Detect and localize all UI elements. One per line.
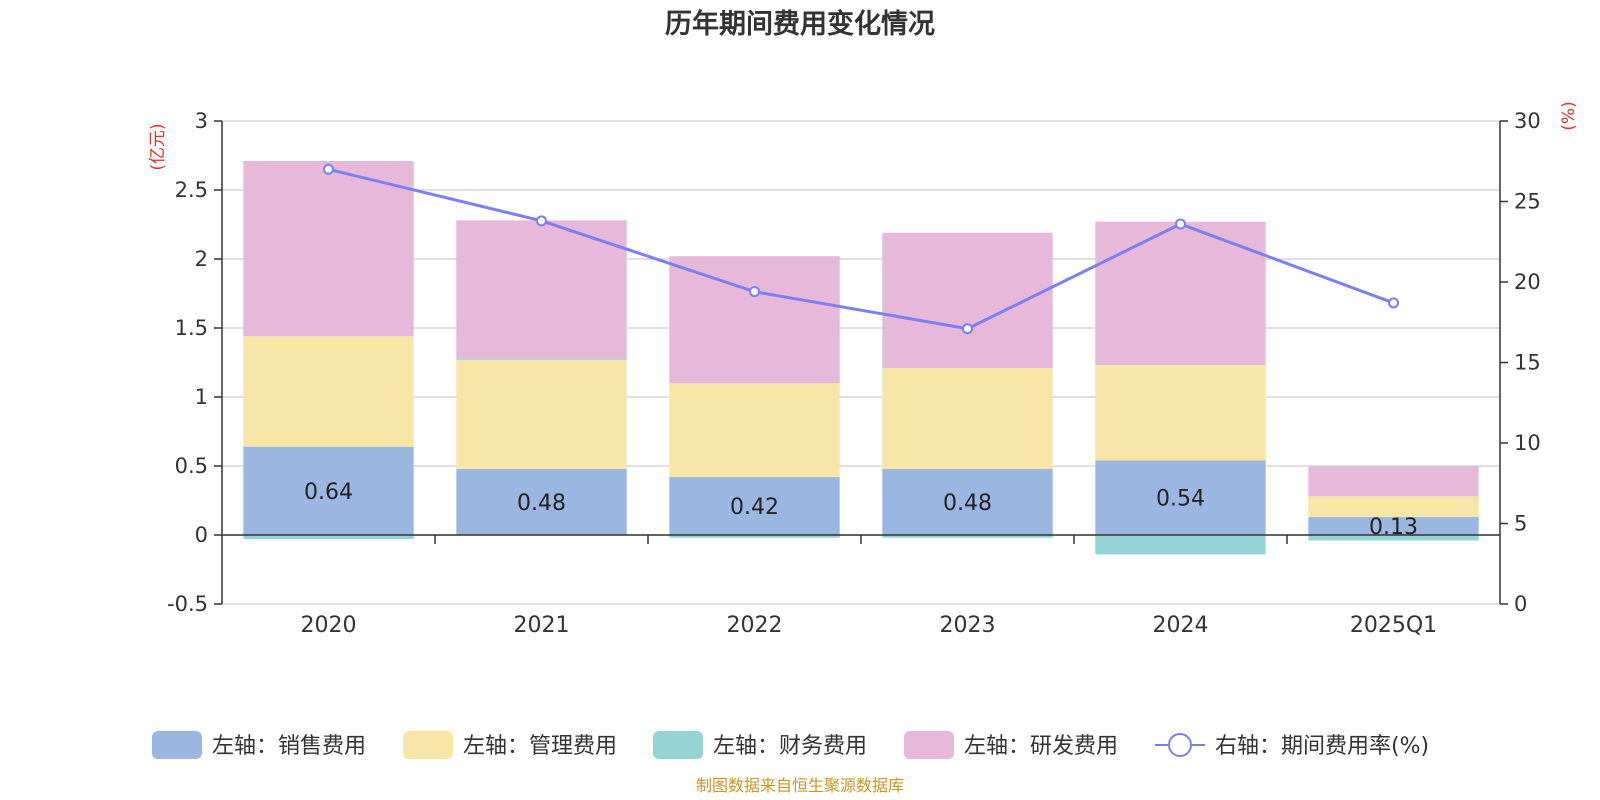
data-label: 0.64 xyxy=(304,480,353,505)
right-axis-tick-label: 20 xyxy=(1514,270,1541,294)
x-axis-tick-label: 2024 xyxy=(1153,613,1209,638)
bar-segment xyxy=(882,468,1053,535)
bar-segment xyxy=(456,358,627,360)
right-axis-tick-label: 0 xyxy=(1514,592,1527,616)
x-axis-tick-label: 2023 xyxy=(940,613,996,638)
x-axis-tick-label: 2020 xyxy=(301,613,357,638)
legend-swatch[interactable] xyxy=(152,731,202,759)
x-axis-tick-label: 2025Q1 xyxy=(1350,613,1437,638)
bar-segment xyxy=(882,368,1053,469)
bar-segment xyxy=(1095,221,1266,366)
rate-line-series xyxy=(323,163,1399,335)
bar-segment xyxy=(669,477,840,535)
left-axis-tick-label: 2 xyxy=(195,247,208,271)
data-label: 0.48 xyxy=(517,491,566,516)
rate-point xyxy=(962,323,973,335)
left-axis-tick-label: 1 xyxy=(195,385,208,409)
legend-label[interactable]: 左轴：财务费用 xyxy=(713,734,867,759)
bar-segment xyxy=(1095,365,1266,461)
bar-segment xyxy=(669,256,840,384)
bar-segment xyxy=(456,468,627,535)
left-axis-tick-label: 2.5 xyxy=(175,178,208,202)
rate-point xyxy=(749,286,760,298)
bar-segment xyxy=(243,535,414,540)
rate-line xyxy=(328,167,1395,331)
left-axis-unit: (亿元) xyxy=(148,123,168,170)
bar-segment xyxy=(243,161,414,337)
right-axis-unit: (%) xyxy=(1559,101,1579,130)
bar-segment xyxy=(456,359,627,469)
left-axis-tick-label: 0 xyxy=(195,523,208,547)
right-axis-tick-label: 5 xyxy=(1514,512,1527,536)
left-axis-tick-label: -0.5 xyxy=(167,592,208,616)
source-note: 制图数据来自恒生聚源数据库 xyxy=(696,776,904,795)
bar-segment xyxy=(882,535,1053,538)
right-axis-tick-label: 25 xyxy=(1514,190,1541,214)
bar-segment xyxy=(1308,517,1479,535)
data-label: 0.42 xyxy=(730,495,779,520)
left-axis-tick-label: 0.5 xyxy=(175,454,208,478)
rate-point xyxy=(323,163,334,175)
bar-segment xyxy=(669,383,840,478)
right-axis-tick-label: 10 xyxy=(1514,431,1541,455)
left-axis-tick-labels: 3 2.5 2 1.5 1 0.5 0 -0.5 xyxy=(167,109,208,616)
legend-swatch[interactable] xyxy=(653,731,703,759)
right-axis-tick-labels: 30 25 20 15 10 5 0 xyxy=(1514,109,1541,616)
bar-segment xyxy=(669,535,840,538)
bar-segment xyxy=(243,446,414,535)
x-axis-tick-label: 2022 xyxy=(727,613,783,638)
data-label: 0.48 xyxy=(943,491,992,516)
axes xyxy=(214,120,1508,605)
data-label: 0.13 xyxy=(1369,515,1418,540)
bars xyxy=(243,161,1479,555)
right-axis-tick-label: 15 xyxy=(1514,351,1541,375)
rate-point xyxy=(1175,218,1186,230)
legend-swatch[interactable] xyxy=(904,731,954,759)
x-axis-tick-label: 2021 xyxy=(514,613,570,638)
legend-label[interactable]: 左轴：研发费用 xyxy=(964,734,1118,759)
rate-point xyxy=(1388,297,1399,309)
left-axis-tick-label: 1.5 xyxy=(175,316,208,340)
data-label: 0.54 xyxy=(1156,487,1205,512)
bar-segment xyxy=(456,220,627,359)
legend-label[interactable]: 左轴：销售费用 xyxy=(212,734,366,759)
legend-swatch[interactable] xyxy=(403,731,453,759)
bar-segment xyxy=(1308,466,1479,497)
left-axis-tick-label: 3 xyxy=(195,109,208,133)
legend: 左轴：销售费用 左轴：管理费用 左轴：财务费用 左轴：研发费用 右轴：期间费用率(%) xyxy=(152,731,1429,759)
bar-segment xyxy=(243,336,414,447)
rate-point xyxy=(536,215,547,227)
legend-label[interactable]: 左轴：管理费用 xyxy=(463,734,617,759)
x-axis-tick-labels: 2020 2021 2022 2023 2024 2025Q1 xyxy=(301,613,1438,638)
bar-segment xyxy=(1095,535,1266,555)
data-labels: 0.64 0.48 0.42 0.48 0.54 0.13 xyxy=(304,480,1418,540)
legend-label[interactable]: 右轴：期间费用率(%) xyxy=(1215,734,1429,759)
bar-segment xyxy=(1308,496,1479,518)
legend-marker[interactable] xyxy=(1168,733,1192,757)
right-axis-tick-label: 30 xyxy=(1514,109,1541,133)
bar-segment xyxy=(1308,535,1479,541)
chart-title: 历年期间费用变化情况 xyxy=(665,8,935,40)
bar-segment xyxy=(1095,460,1266,535)
